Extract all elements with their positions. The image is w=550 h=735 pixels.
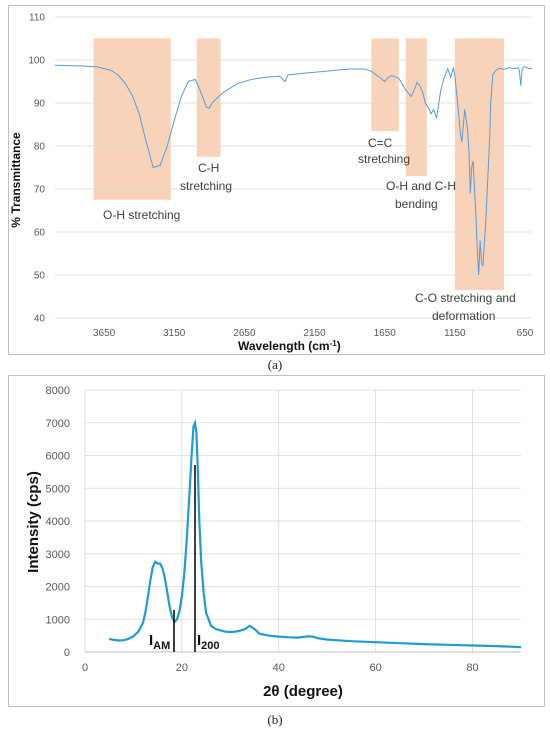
xrd-x-axis-label: 2θ (degree) bbox=[263, 683, 343, 700]
xrd-x-ticks: 0 20 40 60 80 bbox=[82, 662, 479, 674]
ftir-gridlines bbox=[55, 16, 532, 319]
annotation-co-line1: C-O stretching and bbox=[415, 291, 516, 305]
annotation-bending-line1: O-H and C-H bbox=[386, 179, 456, 193]
xrd-y-tick-label: 8000 bbox=[46, 385, 70, 397]
xrd-y-tick-label: 7000 bbox=[46, 418, 70, 430]
ftir-y-ticks: 40 50 60 70 80 90 100 110 bbox=[28, 13, 45, 325]
i200-label: I200 bbox=[197, 632, 220, 652]
xrd-y-axis-label: Intensity (cps) bbox=[25, 471, 42, 573]
ftir-y-tick-label: 80 bbox=[34, 142, 46, 153]
xrd-x-tick-label: 40 bbox=[273, 662, 285, 674]
ftir-x-tick-label: 1650 bbox=[374, 328, 397, 339]
ftir-y-tick-label: 70 bbox=[34, 185, 46, 196]
ftir-x-tick-label: 3650 bbox=[93, 328, 116, 339]
ftir-y-tick-label: 100 bbox=[28, 56, 45, 67]
xrd-pattern-line bbox=[108, 418, 522, 649]
xrd-x-tick-label: 0 bbox=[82, 662, 88, 674]
ftir-y-axis-label: % Transmittance bbox=[9, 132, 23, 228]
annotation-co-line2: deformation bbox=[432, 309, 495, 323]
xrd-x-tick-label: 80 bbox=[466, 662, 478, 674]
xrd-y-tick-label: 6000 bbox=[46, 451, 70, 463]
caption-a: (a) bbox=[267, 357, 283, 372]
ftir-x-tick-label: 2650 bbox=[233, 328, 256, 339]
xrd-y-tick-label: 5000 bbox=[46, 483, 70, 495]
xrd-y-tick-label: 4000 bbox=[46, 516, 70, 528]
annotation-cc-stretching-line2: stretching bbox=[358, 152, 410, 166]
ftir-y-tick-label: 110 bbox=[29, 13, 45, 24]
annotation-cc-stretching-line1: C=C bbox=[368, 136, 393, 150]
annotation-bending-line2: bending bbox=[395, 197, 438, 211]
ftir-y-tick-label: 40 bbox=[34, 314, 46, 325]
xrd-x-tick-label: 60 bbox=[370, 662, 382, 674]
caption-b: (b) bbox=[267, 712, 283, 727]
xrd-y-tick-label: 0 bbox=[64, 647, 70, 659]
xrd-y-ticks: 0 1000 2000 3000 4000 5000 6000 7000 8000 bbox=[46, 385, 70, 659]
xrd-y-tick-label: 3000 bbox=[46, 549, 70, 561]
ftir-y-tick-label: 60 bbox=[34, 228, 46, 239]
iam-label: IAM bbox=[149, 632, 170, 652]
ftir-x-tick-label: 2150 bbox=[303, 328, 326, 339]
ftir-x-axis-label: Wavelength (cm-1) bbox=[238, 339, 341, 353]
ftir-y-tick-label: 90 bbox=[34, 99, 46, 110]
ftir-x-tick-label: 3150 bbox=[163, 328, 186, 339]
ftir-band-group bbox=[93, 38, 504, 291]
ftir-band-2 bbox=[196, 38, 221, 157]
ftir-band-4 bbox=[405, 38, 427, 177]
ftir-band-3 bbox=[371, 38, 399, 131]
annotation-ch-stretching-line2: stretching bbox=[180, 179, 232, 193]
annotation-ch-stretching-line1: C-H bbox=[198, 161, 219, 175]
xrd-gridlines bbox=[84, 389, 521, 653]
xrd-x-tick-label: 20 bbox=[176, 662, 188, 674]
annotation-oh-stretching: O-H stretching bbox=[103, 208, 180, 222]
ftir-x-ticks: 3650 3150 2650 2150 1650 1150 650 bbox=[93, 328, 534, 339]
ftir-y-tick-label: 50 bbox=[34, 271, 46, 282]
ftir-chart: 40 50 60 70 80 90 100 110 3650 3150 2650 2150 1650 1… bbox=[9, 13, 534, 354]
xrd-y-tick-label: 1000 bbox=[46, 614, 70, 626]
ftir-x-tick-label: 1150 bbox=[444, 328, 466, 339]
xrd-y-tick-label: 2000 bbox=[46, 582, 70, 594]
ftir-x-tick-label: 650 bbox=[517, 328, 534, 339]
ftir-band-1 bbox=[93, 38, 171, 200]
ftir-spectrum-line bbox=[54, 64, 532, 276]
